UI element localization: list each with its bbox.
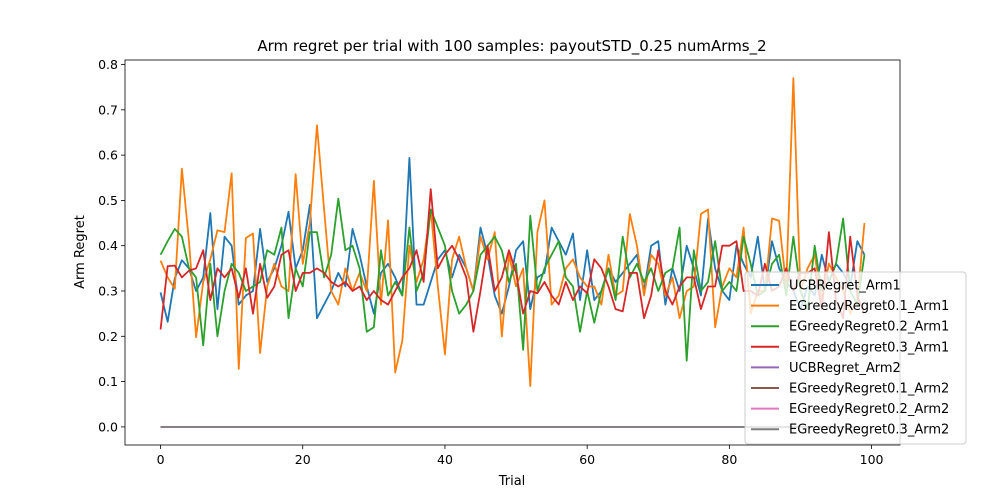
y-axis: 0.0 0.1 0.2 0.3 0.4 0.5 0.6 0.7 0.8: [98, 57, 125, 434]
legend-label: EGreedyRegret0.2_Arm2: [789, 402, 949, 417]
x-tick-label: 20: [295, 452, 311, 467]
y-tick-label: 0.0: [98, 419, 118, 434]
y-tick-label: 0.3: [98, 284, 118, 299]
x-tick-label: 80: [721, 452, 737, 467]
y-axis-label: Arm Regret: [73, 215, 88, 289]
legend-box: [744, 271, 967, 445]
y-tick-label: 0.8: [98, 57, 118, 72]
y-tick-label: 0.2: [98, 329, 118, 344]
plot-frame: [124, 59, 901, 446]
series-line-3: [159, 197, 866, 362]
x-axis-label: Trial: [498, 474, 526, 489]
y-tick-label: 0.4: [98, 238, 118, 253]
legend-label: UCBRegret_Arm1: [789, 279, 901, 294]
x-tick-label: 100: [860, 452, 884, 467]
legend-label: EGreedyRegret0.3_Arm2: [789, 423, 949, 438]
y-tick-label: 0.5: [98, 193, 118, 208]
legend-label: EGreedyRegret0.1_Arm1: [789, 299, 949, 314]
y-tick-label: 0.1: [98, 374, 118, 389]
legend-label: EGreedyRegret0.1_Arm2: [789, 382, 949, 397]
legend-label: UCBRegret_Arm2: [789, 361, 901, 376]
legend-label: EGreedyRegret0.2_Arm1: [789, 320, 949, 335]
series-layer: [159, 77, 866, 428]
x-axis: 0 20 40 60 80 100: [157, 445, 884, 467]
chart-title: Arm regret per trial with 100 samples: p…: [257, 37, 766, 56]
x-tick-label: 40: [437, 452, 453, 467]
legend: UCBRegret_Arm1 EGreedyRegret0.1_Arm1 EGree…: [744, 271, 967, 445]
legend-label: EGreedyRegret0.3_Arm1: [789, 340, 949, 355]
y-tick-label: 0.7: [98, 102, 118, 117]
x-tick-label: 0: [157, 452, 165, 467]
y-tick-label: 0.6: [98, 148, 118, 163]
x-tick-label: 60: [579, 452, 595, 467]
